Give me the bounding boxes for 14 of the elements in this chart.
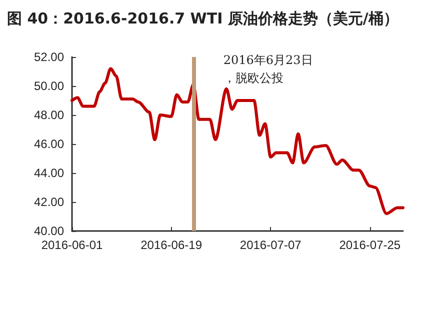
chart-title: 图 40：2016.6-2016.7 WTI 原油价格走势（美元/桶） [7,10,398,28]
x-tick-label: 2016-07-07 [240,238,302,252]
y-tick-label: 40.00 [34,224,64,238]
y-tick-label: 46.00 [34,137,64,151]
ref-line-label: 2016年6月23日，脱欧公投 [223,53,313,85]
y-tick-label: 48.00 [34,108,64,122]
y-tick-label: 50.00 [34,79,64,93]
x-tick-label: 2016-06-01 [41,238,104,252]
x-tick-label: 2016-07-25 [339,238,401,252]
y-tick-label: 44.00 [34,166,64,180]
x-tick-label: 2016-06-19 [140,238,202,252]
y-tick-label: 52.00 [34,50,64,64]
y-tick-label: 42.00 [34,195,64,209]
line-series [70,67,404,216]
